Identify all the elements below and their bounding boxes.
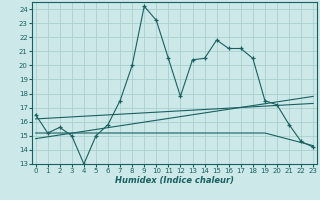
- X-axis label: Humidex (Indice chaleur): Humidex (Indice chaleur): [115, 176, 234, 185]
